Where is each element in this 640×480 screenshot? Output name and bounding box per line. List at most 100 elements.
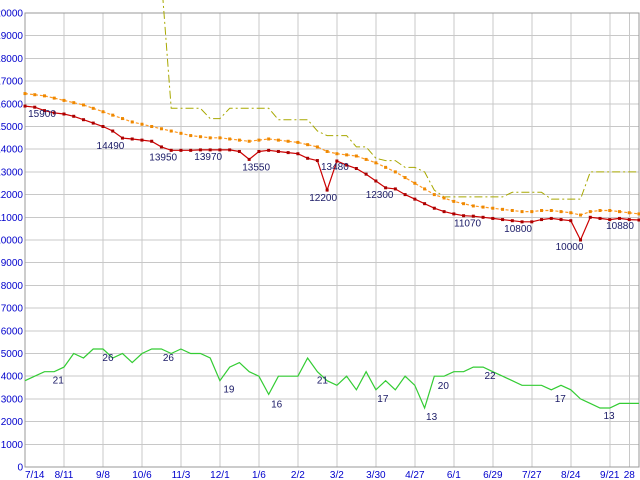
price-marker xyxy=(33,105,37,109)
price-marker xyxy=(42,109,46,113)
y-axis-label: 14000 xyxy=(0,145,23,156)
price-marker xyxy=(374,179,378,183)
moving-average-marker xyxy=(345,153,349,157)
moving-average-marker xyxy=(33,93,37,97)
x-axis-label: 28 xyxy=(624,470,636,480)
price-marker xyxy=(588,215,592,219)
price-marker xyxy=(257,149,261,153)
moving-average-marker xyxy=(637,212,640,216)
moving-average-marker xyxy=(491,206,495,210)
data-point-label: 13950 xyxy=(149,152,177,163)
price-marker xyxy=(423,202,427,206)
price-marker xyxy=(413,197,417,201)
y-axis-label: 1000 xyxy=(1,440,24,451)
price-marker xyxy=(393,187,397,191)
moving-average-marker xyxy=(471,204,475,208)
moving-average-marker xyxy=(510,208,514,212)
moving-average-marker xyxy=(579,213,583,217)
moving-average-marker xyxy=(228,137,232,141)
price-marker xyxy=(247,157,251,161)
moving-average-marker xyxy=(481,205,485,209)
x-axis-label: 9/21 xyxy=(600,470,620,480)
y-axis-label: 19000 xyxy=(0,31,23,42)
x-axis-label: 7/14 xyxy=(25,470,45,480)
y-axis-label: 4000 xyxy=(1,372,24,383)
moving-average-marker xyxy=(462,202,466,206)
moving-average-marker xyxy=(306,143,310,147)
volume-line xyxy=(24,348,639,410)
price-marker xyxy=(52,111,56,115)
price-marker xyxy=(218,148,222,152)
price-marker xyxy=(296,152,300,156)
price-marker xyxy=(462,214,466,218)
price-marker xyxy=(598,216,602,220)
price-marker xyxy=(481,215,485,219)
price-marker xyxy=(540,218,544,222)
moving-average-marker xyxy=(111,113,115,117)
price-marker xyxy=(364,172,368,176)
moving-average-marker xyxy=(520,210,524,214)
moving-average-marker xyxy=(423,187,427,191)
x-axis-label: 3/30 xyxy=(366,470,386,480)
data-point-label: 10800 xyxy=(504,224,532,235)
x-axis-label: 10/6 xyxy=(132,470,152,480)
data-point-label: 17 xyxy=(377,394,389,405)
y-axis-label: 3000 xyxy=(1,394,24,405)
price-marker xyxy=(23,104,27,108)
moving-average-marker xyxy=(257,138,261,142)
price-marker xyxy=(179,148,183,152)
x-axis-label: 12/1 xyxy=(210,470,230,480)
data-point-label: 12200 xyxy=(309,193,337,204)
data-point-label: 13 xyxy=(603,411,615,422)
moving-average-marker xyxy=(530,210,534,214)
price-marker xyxy=(325,188,329,192)
reference-line-line xyxy=(162,0,639,200)
moving-average-marker xyxy=(247,139,251,143)
x-axis-label: 8/11 xyxy=(55,470,74,480)
price-marker xyxy=(169,148,173,152)
price-marker xyxy=(559,218,563,222)
moving-average-marker xyxy=(81,103,85,107)
moving-average-marker xyxy=(413,181,417,185)
price-marker xyxy=(159,145,163,149)
moving-average-marker xyxy=(569,211,573,215)
price-marker xyxy=(569,219,573,223)
price-marker xyxy=(198,148,202,152)
price-marker xyxy=(267,148,271,152)
moving-average-marker xyxy=(598,208,602,212)
moving-average-marker xyxy=(120,117,124,121)
price-marker xyxy=(62,112,66,116)
x-axis-label: 3/2 xyxy=(330,470,344,480)
data-point-label: 26 xyxy=(163,353,175,364)
moving-average-marker xyxy=(169,129,173,133)
data-point-label: 13970 xyxy=(194,152,222,163)
x-axis-label: 6/1 xyxy=(447,470,461,480)
y-axis-label: 13000 xyxy=(0,167,23,178)
data-point-label: 16 xyxy=(271,399,283,410)
moving-average-marker xyxy=(276,138,280,142)
data-point-label: 13 xyxy=(426,412,438,423)
data-point-label: 26 xyxy=(102,353,114,364)
data-point-label: 10000 xyxy=(556,242,584,253)
price-marker xyxy=(501,218,505,222)
price-marker xyxy=(491,216,495,220)
data-point-label: 14490 xyxy=(97,141,125,152)
moving-average-marker xyxy=(354,154,358,158)
price-marker xyxy=(510,219,514,223)
price-marker xyxy=(627,218,631,222)
moving-average-marker xyxy=(384,165,388,169)
price-marker xyxy=(81,118,85,122)
moving-average-marker xyxy=(237,138,241,142)
x-axis-label: 4/27 xyxy=(405,470,425,480)
moving-average-marker xyxy=(432,193,436,197)
moving-average-marker xyxy=(588,210,592,214)
price-marker xyxy=(354,166,358,170)
price-marker xyxy=(520,220,524,224)
price-marker xyxy=(530,220,534,224)
x-axis-label: 6/29 xyxy=(483,470,503,480)
price-marker xyxy=(228,148,232,152)
moving-average-marker xyxy=(452,199,456,203)
y-axis-label: 0 xyxy=(17,463,23,474)
data-point-label: 13550 xyxy=(242,162,270,173)
moving-average-marker xyxy=(325,149,329,153)
